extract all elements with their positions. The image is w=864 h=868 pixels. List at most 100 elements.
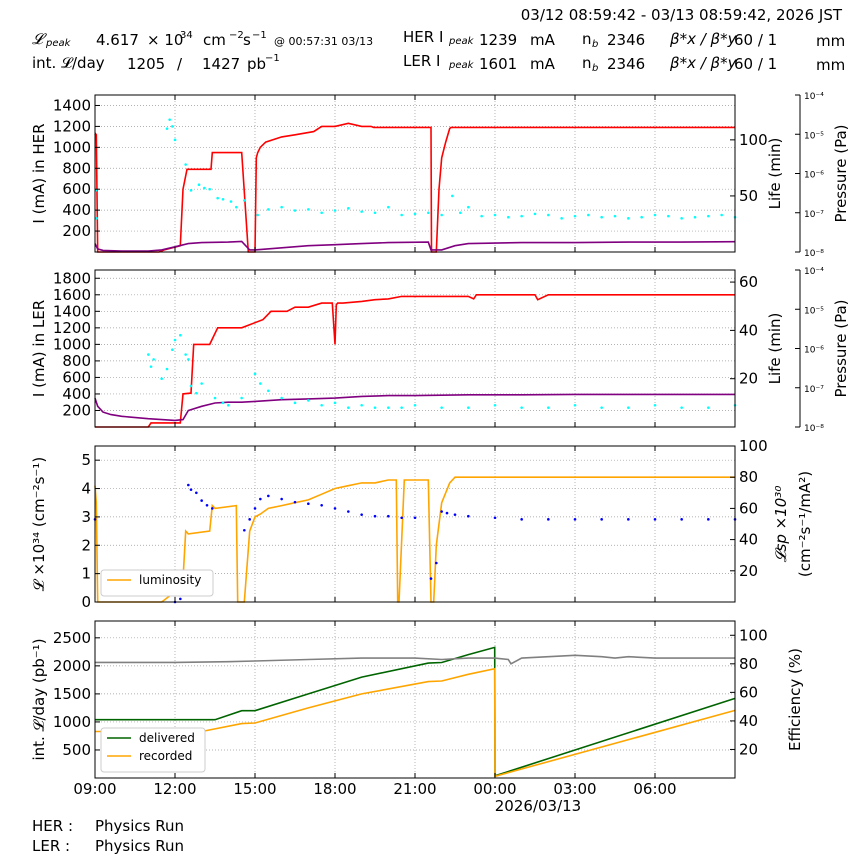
data-point <box>171 125 174 128</box>
lpeak-sub: peak <box>45 38 72 49</box>
data-point <box>467 514 470 518</box>
lpeak-value: 4.617 <box>96 31 139 49</box>
data-point <box>149 365 153 368</box>
int-lumi-label: int. 𝓛/day <box>32 54 105 72</box>
data-point <box>440 406 443 409</box>
x-tick-label: 21:00 <box>393 780 436 798</box>
footer-ler-label: LER : <box>32 837 70 855</box>
data-point <box>280 497 283 501</box>
data-point <box>387 205 390 209</box>
lpeak-unit-a: cm <box>203 31 226 49</box>
data-point <box>493 213 497 217</box>
data-point <box>507 215 510 219</box>
y-right-tick-label: 20 <box>739 370 758 388</box>
data-point <box>184 353 187 356</box>
series-line-1 <box>94 122 735 253</box>
legend-label: luminosity <box>139 573 201 587</box>
series-2-dots <box>93 483 737 604</box>
data-point <box>187 358 190 361</box>
lpeak-unit-exp-b: −1 <box>252 30 267 41</box>
int-lumi-unit-exp: −1 <box>265 53 280 64</box>
data-point <box>333 401 337 405</box>
data-point <box>360 403 363 407</box>
data-point <box>600 215 603 219</box>
data-point <box>520 518 523 521</box>
y-tick-label: 1400 <box>53 96 91 114</box>
y-right-tick-label: 80 <box>739 468 758 486</box>
data-point <box>216 196 219 200</box>
data-point <box>147 353 150 356</box>
data-point <box>333 507 337 510</box>
data-point <box>189 384 193 388</box>
data-point <box>205 503 209 507</box>
data-point <box>435 561 438 565</box>
legend-box <box>100 727 206 773</box>
x-date-label: 2026/03/13 <box>495 797 581 815</box>
y-axis-label: int. 𝓛/day (pb⁻¹) <box>30 638 48 760</box>
data-point <box>189 488 193 491</box>
data-point <box>467 406 470 409</box>
y-axis-label: 𝓛 ×10³⁴ (cm⁻²s⁻¹) <box>30 457 48 591</box>
ler-nb-sub: b <box>592 63 598 74</box>
data-point <box>160 377 163 380</box>
ler-ipeak-value: 1601 <box>479 55 517 73</box>
data-point <box>493 516 497 520</box>
series-line-3 <box>95 654 735 665</box>
pressure-tick-label: 10⁻⁴ <box>804 267 824 277</box>
data-point <box>373 406 377 409</box>
panel-3: 0 1 2 3 4 5 20 40 60 80 100 𝓛 ×10³⁴ (cm⁻²s⁻¹) 𝓛sp ×1… <box>30 437 814 611</box>
data-point <box>320 403 323 407</box>
data-point <box>179 333 182 337</box>
y-right-axis-label: Life (min) <box>766 138 784 210</box>
data-point <box>573 214 577 218</box>
y-right-axis-label: Life (min) <box>766 313 784 385</box>
data-point <box>320 503 323 507</box>
data-point <box>243 528 246 532</box>
lpeak-exp: 34 <box>180 30 193 41</box>
y-tick-label: 5 <box>81 451 91 469</box>
data-point <box>253 372 257 376</box>
legend-label: delivered <box>139 731 195 745</box>
data-point <box>171 348 174 352</box>
data-point <box>373 211 377 215</box>
pressure-tick-label: 10⁻⁴ <box>804 92 824 102</box>
data-point <box>293 401 297 405</box>
data-point <box>221 401 225 405</box>
ler-beta-label: β*x / β*y <box>669 54 738 72</box>
x-tick-label: 12:00 <box>153 780 196 798</box>
data-point <box>208 187 211 191</box>
panel-4: 500 1000 1500 2000 2500 20 40 60 80 100 int. 𝓛/day… <box>30 620 804 779</box>
her-ipeak-label: HER I <box>403 28 443 46</box>
data-point <box>600 406 603 409</box>
data-point <box>400 213 403 217</box>
series-line-recorded <box>95 667 736 778</box>
data-point <box>573 403 577 407</box>
data-point <box>600 518 603 521</box>
footer-her-status: Physics Run <box>95 817 184 835</box>
y-tick-label: 800 <box>62 352 91 370</box>
pressure-tick-label: 10⁻⁶ <box>804 171 824 181</box>
header: 03/12 08:59:42 - 03/13 08:59:42, 2026 JS… <box>32 6 845 74</box>
data-point <box>453 513 457 516</box>
data-point <box>203 186 206 190</box>
data-point <box>173 138 177 142</box>
panel-1: 200 400 600 800 1000 1200 1400 50 100 I (mA) in H… <box>30 92 850 259</box>
x-tick-label: 15:00 <box>233 780 276 798</box>
data-point <box>400 516 403 520</box>
y-right-axis-label-b: (cm⁻²s⁻¹/mA²) <box>796 471 814 577</box>
data-point <box>267 389 270 393</box>
data-point <box>347 510 350 513</box>
data-point <box>547 518 550 521</box>
series-line-luminosity <box>94 476 735 603</box>
data-point <box>387 514 390 518</box>
data-point <box>720 213 723 217</box>
her-nb-sub: b <box>592 39 598 50</box>
y-right-tick-label: 20 <box>739 562 758 580</box>
data-point <box>347 206 350 210</box>
y-tick-label: 2000 <box>53 657 91 675</box>
data-point <box>360 513 363 516</box>
int-lumi-slash: / <box>177 55 183 73</box>
y-tick-label: 4 <box>81 480 91 498</box>
